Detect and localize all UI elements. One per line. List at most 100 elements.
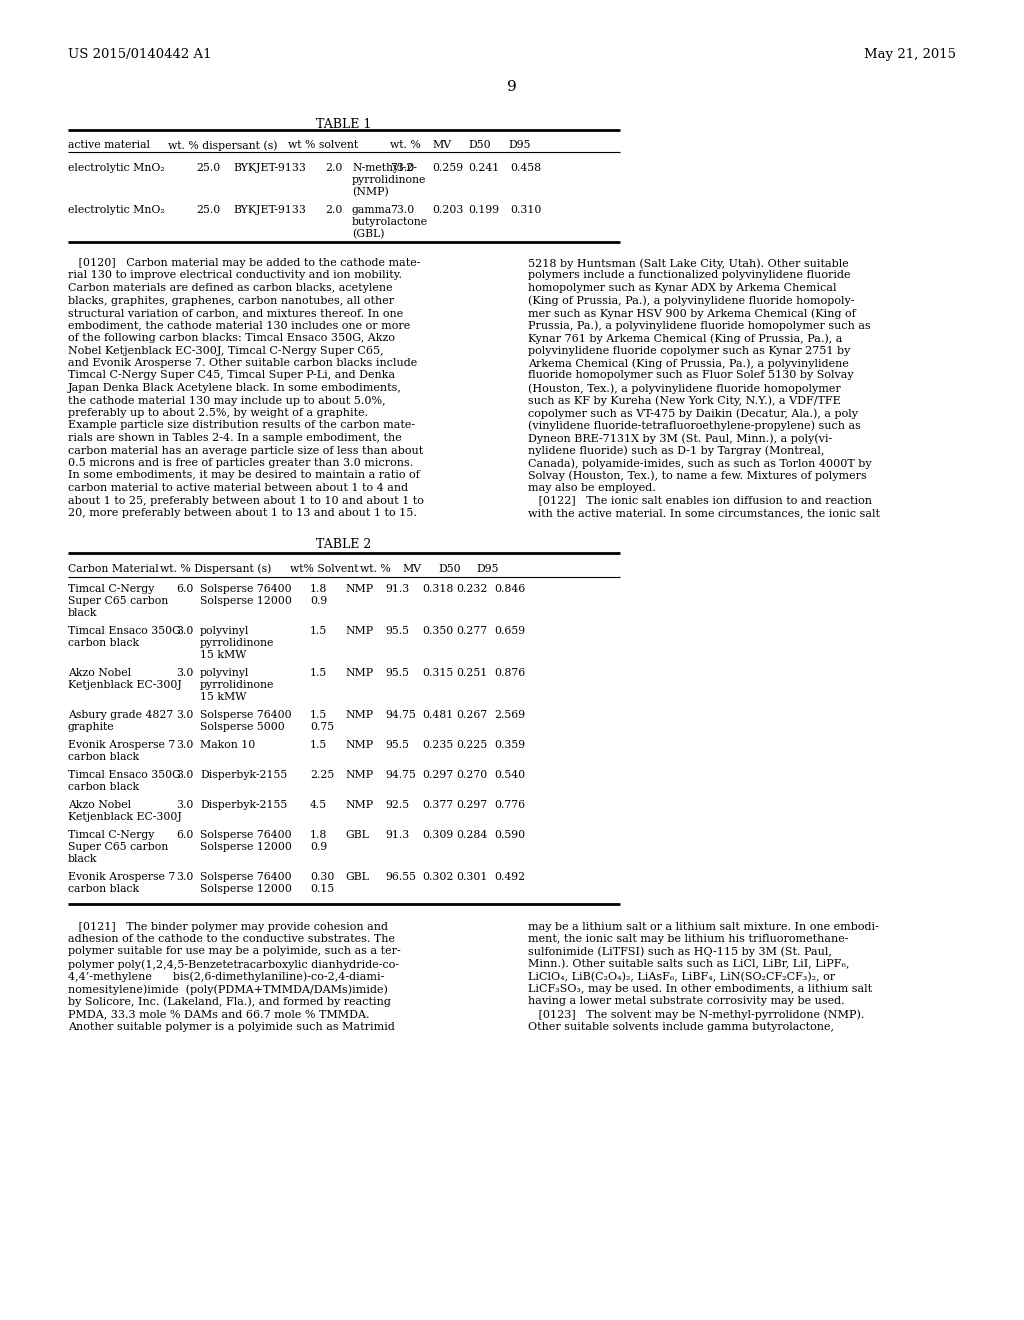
Text: 0.277: 0.277 (456, 626, 487, 635)
Text: having a lower metal substrate corrosivity may be used.: having a lower metal substrate corrosivi… (528, 997, 845, 1006)
Text: Timcal C-Nergy: Timcal C-Nergy (68, 583, 155, 594)
Text: 1.5: 1.5 (310, 739, 328, 750)
Text: polymer poly(1,2,4,5-Benzetetracarboxylic dianhydride-co-: polymer poly(1,2,4,5-Benzetetracarboxyli… (68, 960, 399, 970)
Text: 20, more preferably between about 1 to 13 and about 1 to 15.: 20, more preferably between about 1 to 1… (68, 508, 417, 517)
Text: NMP: NMP (345, 739, 373, 750)
Text: carbon material has an average particle size of less than about: carbon material has an average particle … (68, 446, 423, 455)
Text: Akzo Nobel: Akzo Nobel (68, 668, 131, 677)
Text: 0.492: 0.492 (494, 871, 525, 882)
Text: 6.0: 6.0 (176, 583, 194, 594)
Text: and Evonik Arosperse 7. Other suitable carbon blacks include: and Evonik Arosperse 7. Other suitable c… (68, 358, 417, 368)
Text: may also be employed.: may also be employed. (528, 483, 655, 492)
Text: [0123]   The solvent may be N-methyl-pyrrolidone (NMP).: [0123] The solvent may be N-methyl-pyrro… (528, 1008, 864, 1019)
Text: 2.0: 2.0 (325, 162, 342, 173)
Text: 91.3: 91.3 (385, 829, 410, 840)
Text: 2.569: 2.569 (494, 710, 525, 719)
Text: butyrolactone: butyrolactone (352, 216, 428, 227)
Text: 95.5: 95.5 (385, 668, 409, 677)
Text: such as KF by Kureha (New York City, N.Y.), a VDF/TFE: such as KF by Kureha (New York City, N.Y… (528, 396, 841, 407)
Text: 92.5: 92.5 (385, 800, 410, 809)
Text: NMP: NMP (345, 800, 373, 809)
Text: 91.3: 91.3 (385, 583, 410, 594)
Text: Minn.). Other suitable salts such as LiCl, LiBr, LiI, LiPF₆,: Minn.). Other suitable salts such as LiC… (528, 960, 850, 969)
Text: 2.0: 2.0 (325, 205, 342, 215)
Text: [0120]   Carbon material may be added to the cathode mate-: [0120] Carbon material may be added to t… (68, 257, 421, 268)
Text: Carbon Material: Carbon Material (68, 564, 159, 573)
Text: 0.350: 0.350 (422, 626, 454, 635)
Text: (NMP): (NMP) (352, 187, 389, 197)
Text: Dyneon BRE-7131X by 3M (St. Paul, Minn.), a poly(vi-: Dyneon BRE-7131X by 3M (St. Paul, Minn.)… (528, 433, 833, 444)
Text: structural variation of carbon, and mixtures thereof. In one: structural variation of carbon, and mixt… (68, 308, 403, 318)
Text: (King of Prussia, Pa.), a polyvinylidene fluoride homopoly-: (King of Prussia, Pa.), a polyvinylidene… (528, 296, 854, 306)
Text: TABLE 2: TABLE 2 (316, 539, 372, 552)
Text: 73.0: 73.0 (390, 205, 415, 215)
Text: 4,4’-methylene      bis(2,6-dimethylaniline)-co-2,4-diami-: 4,4’-methylene bis(2,6-dimethylaniline)-… (68, 972, 384, 982)
Text: active material: active material (68, 140, 150, 150)
Text: 5218 by Huntsman (Salt Lake City, Utah). Other suitable: 5218 by Huntsman (Salt Lake City, Utah).… (528, 257, 849, 268)
Text: embodiment, the cathode material ​130 includes one or more: embodiment, the cathode material ​130 in… (68, 321, 411, 330)
Text: 3.0: 3.0 (176, 800, 194, 809)
Text: MV: MV (432, 140, 452, 150)
Text: carbon black: carbon black (68, 751, 139, 762)
Text: 0.302: 0.302 (422, 871, 454, 882)
Text: 0.9: 0.9 (310, 595, 328, 606)
Text: MV: MV (402, 564, 421, 573)
Text: copolymer such as VT-475 by Daikin (Decatur, Ala.), a poly: copolymer such as VT-475 by Daikin (Deca… (528, 408, 858, 418)
Text: LiClO₄, LiB(C₂O₄)₂, LiAsF₆, LiBF₄, LiN(SO₂CF₂CF₃)₂, or: LiClO₄, LiB(C₂O₄)₂, LiAsF₆, LiBF₄, LiN(S… (528, 972, 836, 982)
Text: Akzo Nobel: Akzo Nobel (68, 800, 131, 809)
Text: 0.659: 0.659 (494, 626, 525, 635)
Text: US 2015/0140442 A1: US 2015/0140442 A1 (68, 48, 212, 61)
Text: Carbon materials are defined as carbon blacks, acetylene: Carbon materials are defined as carbon b… (68, 282, 392, 293)
Text: 0.310: 0.310 (510, 205, 542, 215)
Text: Kynar 761 by Arkema Chemical (King of Prussia, Pa.), a: Kynar 761 by Arkema Chemical (King of Pr… (528, 333, 843, 343)
Text: 1.8: 1.8 (310, 583, 328, 594)
Text: with the active material. In some circumstances, the ionic salt: with the active material. In some circum… (528, 508, 880, 517)
Text: PMDA, 33.3 mole % DAMs and 66.7 mole % TMMDA.: PMDA, 33.3 mole % DAMs and 66.7 mole % T… (68, 1008, 370, 1019)
Text: 1.5: 1.5 (310, 626, 328, 635)
Text: by Solicore, Inc. (Lakeland, Fla.), and formed by reacting: by Solicore, Inc. (Lakeland, Fla.), and … (68, 997, 391, 1007)
Text: electrolytic MnO₂: electrolytic MnO₂ (68, 205, 165, 215)
Text: 0.251: 0.251 (456, 668, 487, 677)
Text: 0.232: 0.232 (456, 583, 487, 594)
Text: 0.846: 0.846 (494, 583, 525, 594)
Text: 0.540: 0.540 (494, 770, 525, 780)
Text: 0.203: 0.203 (432, 205, 464, 215)
Text: 3.0: 3.0 (176, 626, 194, 635)
Text: wt. %: wt. % (390, 140, 421, 150)
Text: polymer suitable for use may be a polyimide, such as a ter-: polymer suitable for use may be a polyim… (68, 946, 400, 957)
Text: wt. %: wt. % (360, 564, 391, 573)
Text: Solsperse 76400: Solsperse 76400 (200, 710, 292, 719)
Text: preferably up to about 2.5%, by weight of a graphite.: preferably up to about 2.5%, by weight o… (68, 408, 368, 418)
Text: 3.0: 3.0 (176, 668, 194, 677)
Text: Timcal Ensaco 350G: Timcal Ensaco 350G (68, 626, 181, 635)
Text: Prussia, Pa.), a polyvinylidene fluoride homopolymer such as: Prussia, Pa.), a polyvinylidene fluoride… (528, 321, 870, 331)
Text: black: black (68, 854, 97, 863)
Text: Solvay (Houston, Tex.), to name a few. Mixtures of polymers: Solvay (Houston, Tex.), to name a few. M… (528, 470, 866, 480)
Text: NMP: NMP (345, 626, 373, 635)
Text: pyrrolidinone: pyrrolidinone (352, 176, 426, 185)
Text: 0.590: 0.590 (494, 829, 525, 840)
Text: Solsperse 76400: Solsperse 76400 (200, 829, 292, 840)
Text: Timcal Ensaco 350G: Timcal Ensaco 350G (68, 770, 181, 780)
Text: 4.5: 4.5 (310, 800, 327, 809)
Text: 95.5: 95.5 (385, 739, 409, 750)
Text: Evonik Arosperse 7: Evonik Arosperse 7 (68, 871, 175, 882)
Text: D95: D95 (476, 564, 499, 573)
Text: D95: D95 (508, 140, 530, 150)
Text: Timcal C-Nergy Super C45, Timcal Super P-Li, and Denka: Timcal C-Nergy Super C45, Timcal Super P… (68, 371, 395, 380)
Text: Solsperse 12000: Solsperse 12000 (200, 883, 292, 894)
Text: Japan Denka Black Acetylene black. In some embodiments,: Japan Denka Black Acetylene black. In so… (68, 383, 401, 393)
Text: 0.315: 0.315 (422, 668, 454, 677)
Text: about 1 to 25, preferably between about 1 to 10 and about 1 to: about 1 to 25, preferably between about … (68, 495, 424, 506)
Text: In some embodiments, it may be desired to maintain a ratio of: In some embodiments, it may be desired t… (68, 470, 420, 480)
Text: NMP: NMP (345, 710, 373, 719)
Text: 6.0: 6.0 (176, 829, 194, 840)
Text: 0.15: 0.15 (310, 883, 334, 894)
Text: 0.225: 0.225 (456, 739, 487, 750)
Text: 0.359: 0.359 (494, 739, 525, 750)
Text: 1.8: 1.8 (310, 829, 328, 840)
Text: of the following carbon blacks: Timcal Ensaco 350G, Akzo: of the following carbon blacks: Timcal E… (68, 333, 395, 343)
Text: pyrrolidinone: pyrrolidinone (200, 638, 274, 648)
Text: polyvinyl: polyvinyl (200, 626, 250, 635)
Text: Ketjenblack EC-300J: Ketjenblack EC-300J (68, 812, 181, 821)
